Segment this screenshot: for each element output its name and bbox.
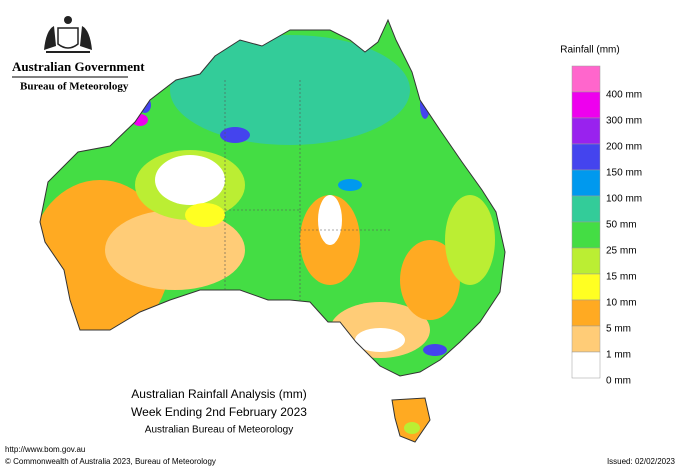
- legend-swatch: [571, 221, 601, 249]
- legend-swatch: [571, 117, 601, 145]
- legend-label: 400 mm: [606, 90, 642, 101]
- caption-subtitle: Week Ending 2nd February 2023: [131, 405, 307, 419]
- legend-swatch: [571, 169, 601, 197]
- legend-label: 0 mm: [606, 376, 631, 387]
- legend-swatch: [571, 247, 601, 275]
- footer-url: http://www.bom.gov.au: [5, 445, 85, 454]
- footer-copyright: © Commonwealth of Australia 2023, Bureau…: [5, 457, 216, 466]
- legend-swatch: [571, 273, 601, 301]
- legend-label: 25 mm: [606, 246, 637, 257]
- legend-label: 150 mm: [606, 168, 642, 179]
- legend-swatch: [571, 351, 601, 379]
- legend-label: 200 mm: [606, 142, 642, 153]
- legend-label: 1 mm: [606, 350, 631, 361]
- crest: [44, 16, 92, 53]
- header-subtitle: Bureau of Meteorology: [20, 81, 129, 93]
- header-title: Australian Government: [12, 59, 145, 74]
- legend-label: 15 mm: [606, 272, 637, 283]
- footer-issued: Issued: 02/02/2023: [607, 457, 676, 466]
- legend-swatch: [571, 195, 601, 223]
- legend-label: 100 mm: [606, 194, 642, 205]
- legend-swatch: [571, 325, 601, 353]
- legend-swatch: [571, 299, 601, 327]
- coastline: [39, 18, 506, 377]
- legend-title: Rainfall (mm): [560, 45, 619, 56]
- caption-title: Australian Rainfall Analysis (mm): [131, 387, 306, 401]
- legend-label: 300 mm: [606, 116, 642, 127]
- legend-label: 10 mm: [606, 298, 637, 309]
- caption-source: Australian Bureau of Meteorology: [145, 425, 293, 436]
- state-borders: [224, 80, 390, 300]
- tasmania: [391, 397, 431, 443]
- legend-swatch: [571, 91, 601, 119]
- legend-swatch: [571, 65, 601, 93]
- legend-label: 5 mm: [606, 324, 631, 335]
- legend-label: 50 mm: [606, 220, 637, 231]
- legend: 400 mm 300 mm 200 mm 150 mm 100 mm 50 mm 25 mm…: [571, 65, 642, 387]
- legend-swatch: [571, 143, 601, 171]
